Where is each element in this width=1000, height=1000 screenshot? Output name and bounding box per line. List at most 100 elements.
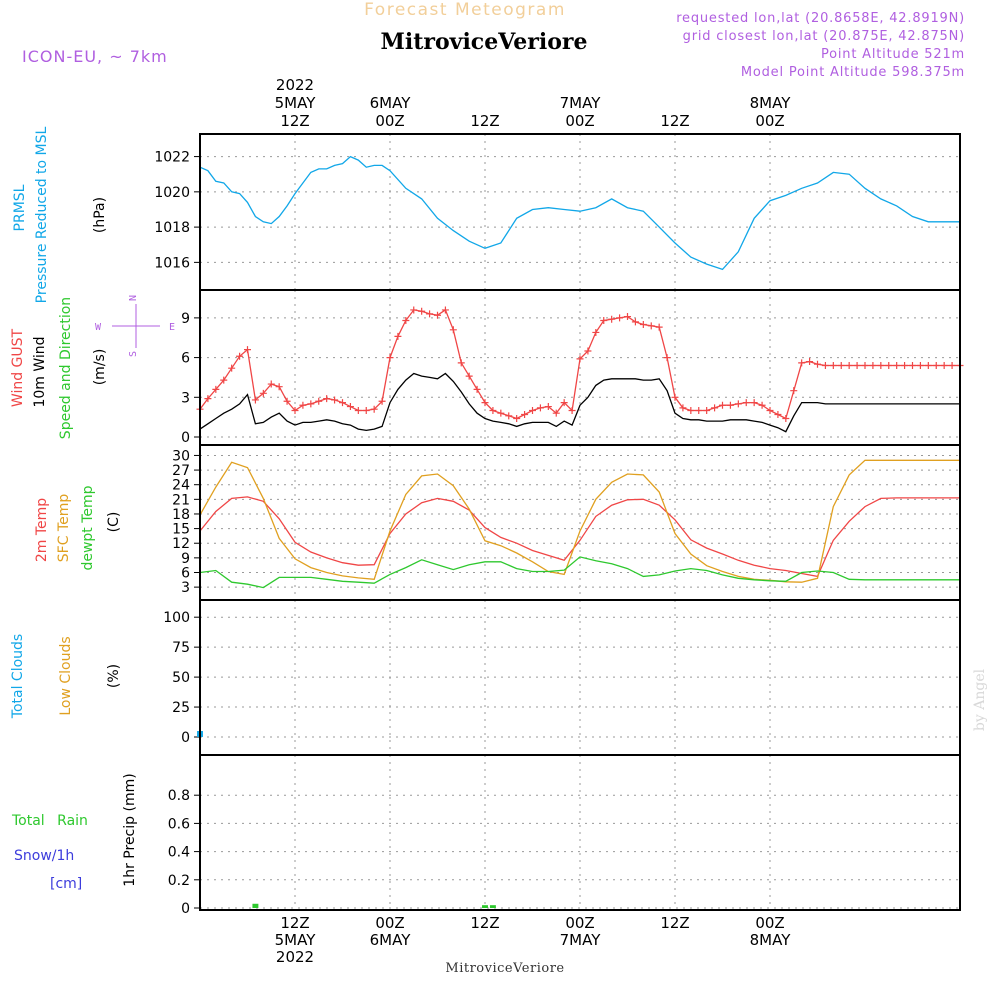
precip-ytick-label: 0.6 [168, 816, 190, 832]
wind-series-0-point [394, 332, 402, 340]
top-time-label: 00Z [375, 112, 404, 130]
point-altitude: Point Altitude 521m [821, 47, 965, 62]
clouds-ytick-label: 100 [163, 610, 190, 626]
wind-series-0-point [410, 306, 418, 314]
panels-layer: 1016101810201022036936912151821242730025… [154, 133, 964, 917]
temp-label-2m: 2m Temp [34, 498, 50, 562]
wind-series-0-point [275, 383, 283, 391]
wind-series-0-point [536, 404, 544, 412]
wind-series-0-point [339, 399, 346, 407]
wind-series-0-point [940, 362, 948, 370]
temperature-ytick-label: 21 [172, 492, 190, 508]
wind-series-0-point [346, 403, 354, 411]
wind-series-0-point [315, 397, 323, 405]
bottom-time-label: 12Z [470, 914, 499, 932]
wind-series-0-point [600, 317, 608, 325]
precip-frame [199, 754, 961, 911]
watermark: by Angel [972, 668, 988, 731]
bottom-time-label: 00Z [375, 914, 404, 932]
pressure-ytick-label: 1022 [154, 150, 190, 166]
wind-series-0-point [552, 409, 560, 417]
temperature-series-1-line [199, 459, 960, 583]
grid-coords: grid closest lon,lat (20.875E, 42.875N) [683, 29, 965, 44]
wind-series-0-point [885, 362, 893, 370]
wind-series-0-point [386, 354, 394, 362]
wind-series-0-point [782, 414, 790, 422]
compass-n: N [128, 295, 139, 301]
wind-labels: Wind GUST 10m Wind Speed and Direction (… [10, 297, 108, 439]
wind-series-0-point [837, 362, 845, 370]
wind-series-0-point [821, 362, 829, 370]
temperature-ytick-label: 27 [172, 463, 190, 479]
wind-series-0-point [529, 407, 536, 415]
top-time-label: 7MAY [560, 94, 602, 112]
wind-series-0-point [711, 404, 719, 412]
clouds-ytick-label: 75 [172, 640, 190, 656]
super-title: Forecast Meteogram [364, 0, 566, 20]
top-time-label: 5MAY [275, 94, 317, 112]
wind-series-0-point [774, 411, 782, 418]
pressure-panel: 1016 1018 1020 1022 [154, 133, 961, 291]
wind-series-0-point [441, 306, 449, 314]
bottom-time-label: 00Z [565, 914, 594, 932]
top-time-label: 00Z [565, 112, 594, 130]
top-time-label: 12Z [280, 112, 309, 130]
wind-series-0-point [695, 407, 703, 415]
wind-series-0-point [426, 310, 434, 318]
wind-series-0-point [616, 314, 624, 322]
wind-series-0-point [663, 354, 671, 362]
precip-ytick-label: 0.8 [168, 788, 190, 804]
wind-series-0-point [291, 407, 299, 415]
compass-s: S [128, 351, 139, 357]
wind-series-0-point [758, 401, 766, 409]
temp-label-sfc: SFC Temp [56, 494, 72, 563]
compass-w: W [95, 322, 102, 333]
wind-series-0-point [734, 400, 742, 408]
wind-series-0-point [259, 389, 267, 397]
wind-series-0-point [212, 385, 220, 393]
wind-series-0-point [323, 395, 331, 403]
wind-series-0-point [544, 403, 552, 411]
wind-series-0-point [584, 347, 592, 355]
wind-series-0-point [750, 399, 758, 407]
wind-series-0-point [814, 360, 821, 368]
wind-series-0-point [402, 317, 410, 325]
wind-series-0-point [473, 385, 481, 393]
temperature-series-0-line [199, 496, 960, 578]
wind-series-0-point [418, 307, 426, 315]
bottom-time-label: 2022 [276, 948, 314, 966]
wind-series-0-point [877, 362, 885, 370]
pressure-series-0-line [199, 155, 960, 271]
pressure-ytick-label: 1016 [154, 255, 190, 271]
cloud-label-low: Low Clouds [58, 636, 74, 715]
cloud-label-unit: (%) [106, 664, 122, 688]
wind-series-0-point [592, 328, 600, 336]
model-label: ICON-EU, ~ 7km [22, 47, 168, 66]
wind-series-0-point [378, 397, 386, 405]
wind-series-0-point [679, 404, 687, 412]
clouds-ytick-label: 25 [172, 700, 190, 716]
wind-series-0-point [845, 362, 853, 370]
wind-series-0-point [703, 407, 711, 415]
pressure-label-prmsl: PRMSL [12, 184, 28, 231]
wind-label-10m: 10m Wind [32, 336, 48, 407]
wind-series-0-point [370, 405, 378, 413]
wind-compass: N S W E [95, 295, 175, 357]
wind-series-0-point [742, 399, 750, 407]
temperature-series-2-line [199, 556, 960, 589]
wind-series-0-point [489, 407, 497, 415]
wind-series-0-point [647, 322, 655, 330]
wind-series-0-point [608, 315, 616, 323]
temperature-ytick-label: 9 [181, 551, 190, 567]
wind-series-0-point [798, 359, 806, 367]
wind-series-0-point [481, 399, 489, 407]
clouds-ytick-label: 0 [181, 730, 190, 746]
time-axis-layer: 20225MAY12Z12Z5MAY20226MAY00Z00Z6MAY12Z1… [275, 76, 792, 966]
temperature-ytick-label: 18 [172, 507, 190, 523]
wind-series-0-point [244, 346, 251, 354]
wind-series-0-point [790, 387, 798, 395]
pressure-label-msl: Pressure Reduced to MSL [34, 126, 50, 303]
top-time-label: 12Z [660, 112, 689, 130]
wind-series-1-line [199, 372, 960, 433]
